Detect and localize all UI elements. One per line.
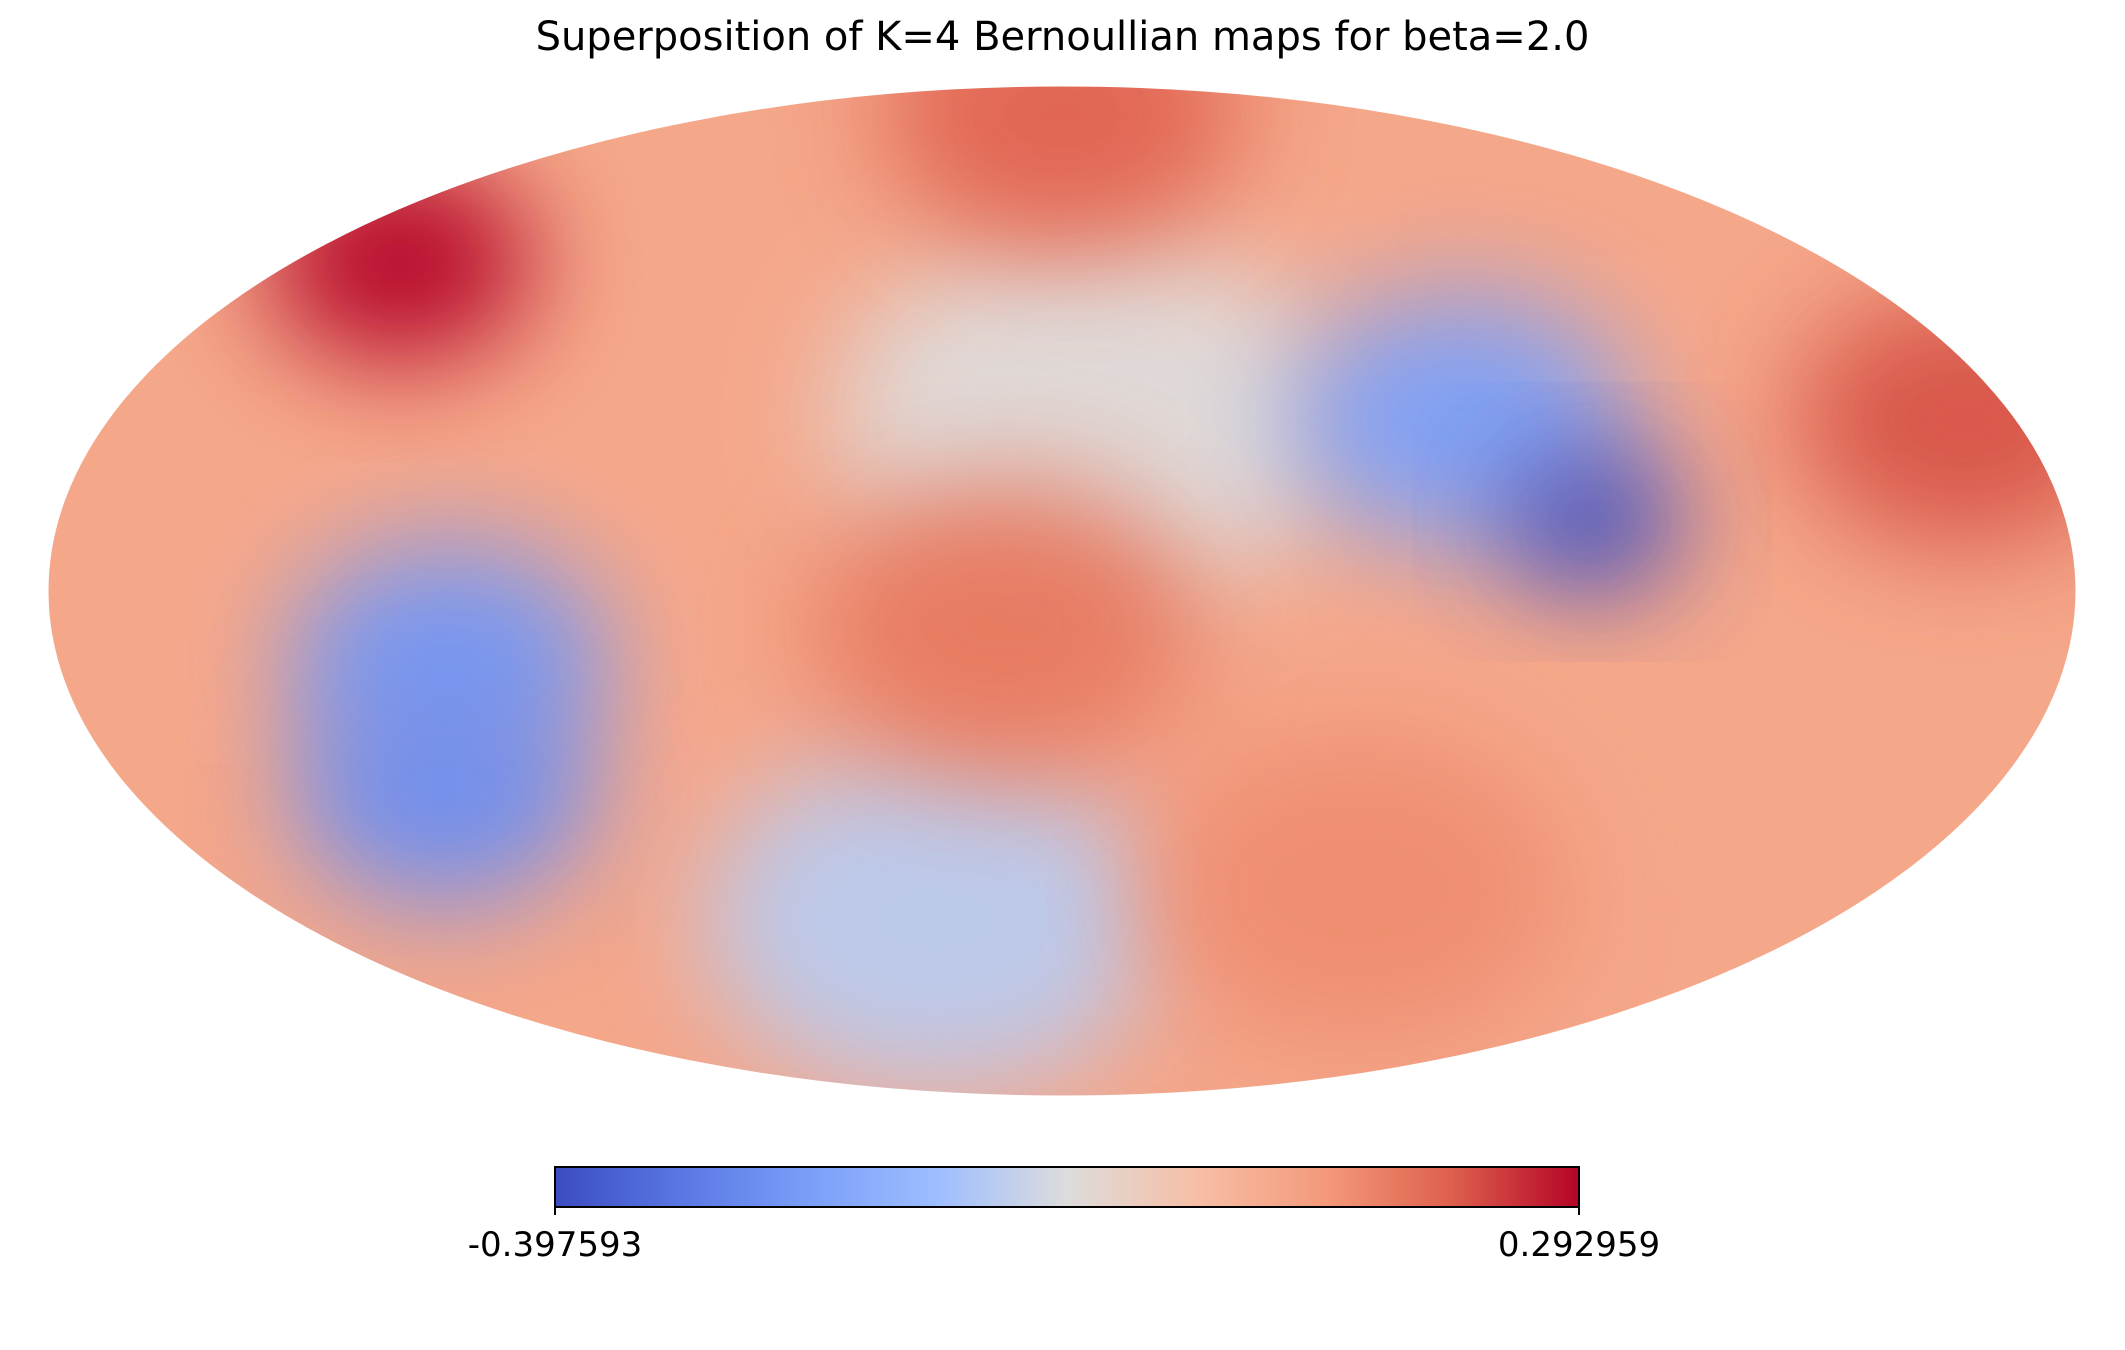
feature-northwest-warm-maximum: [265, 162, 533, 363]
feature-southwest-cold-spot: [293, 682, 594, 908]
chart-title: Superposition of K=4 Bernoullian maps fo…: [535, 14, 1590, 60]
feature-north-pole-warm-cap: [882, 86, 1242, 249]
colorbar-min-label: -0.397593: [467, 1225, 643, 1265]
colorbar: [554, 1166, 1580, 1208]
colorbar-max-label: 0.292959: [1497, 1225, 1661, 1265]
feature-eastern-cold-minimum: [1502, 451, 1683, 592]
feature-southeast-warm-band: [1147, 732, 1568, 1048]
feature-south-central-cool-band: [703, 747, 1164, 1093]
feature-central-warm-band: [810, 479, 1201, 772]
feature-east-edge-warm: [1793, 292, 2076, 548]
map-border: [47, 85, 2077, 1097]
